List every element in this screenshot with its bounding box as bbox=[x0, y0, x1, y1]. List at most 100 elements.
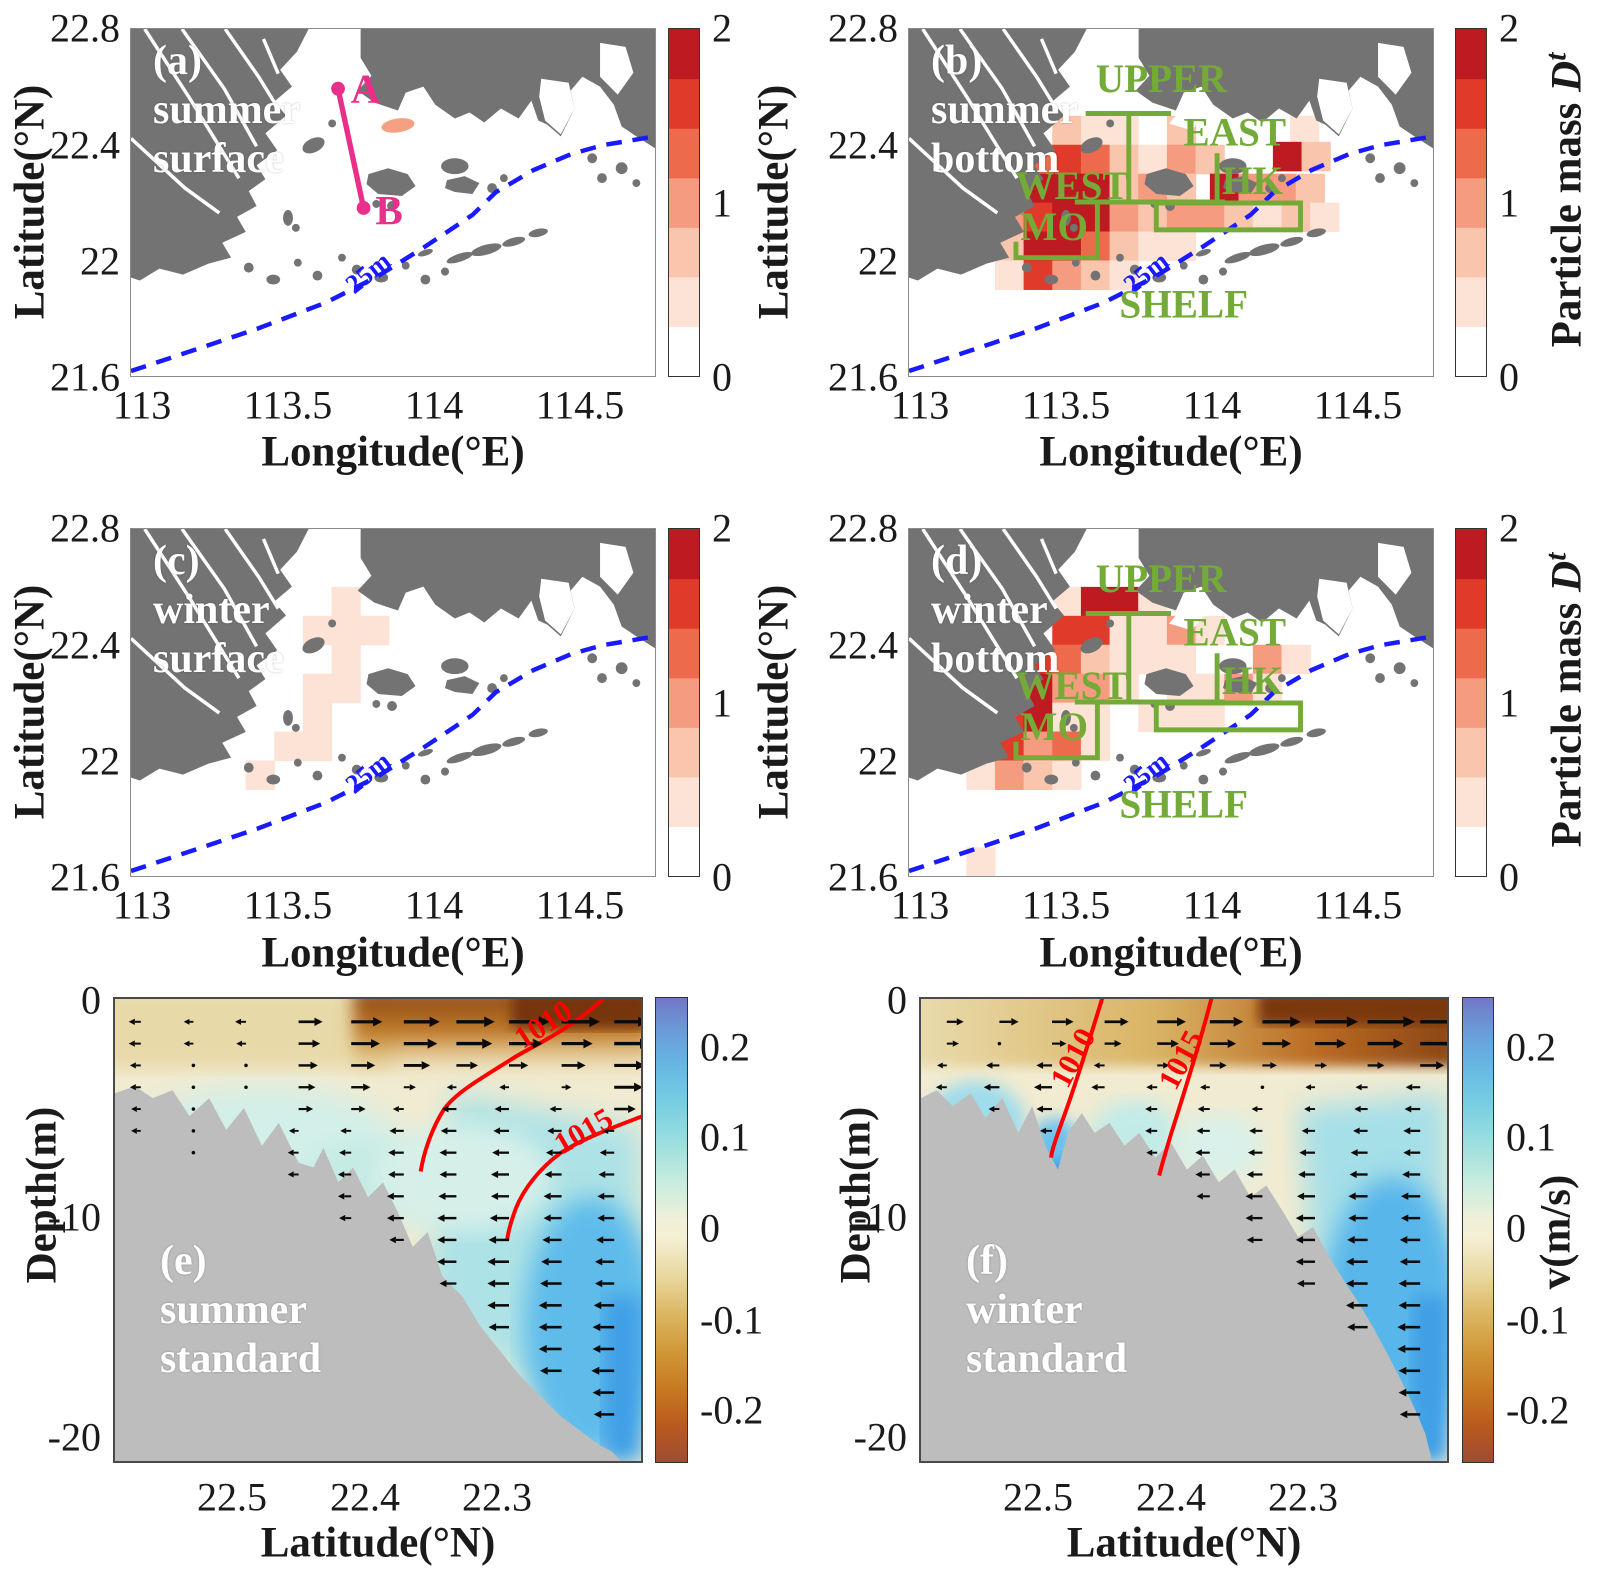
arrow-head bbox=[183, 1018, 190, 1025]
colorbar-tick-label: 1 bbox=[1499, 680, 1519, 725]
arrow-head bbox=[131, 1106, 137, 1113]
arrow-head bbox=[306, 1105, 314, 1113]
arrow-dot bbox=[244, 1063, 248, 1068]
transect-line bbox=[335, 88, 367, 209]
arrow-head bbox=[636, 1060, 641, 1071]
heat-cell bbox=[1195, 144, 1225, 175]
colorbar-segment bbox=[669, 177, 699, 228]
arrow-head bbox=[1350, 1149, 1358, 1157]
arrow-head bbox=[429, 1016, 440, 1027]
colorbar-tick-label: 2 bbox=[712, 5, 732, 51]
y-tick-label: 22.8 bbox=[50, 5, 120, 51]
arrow-head bbox=[1245, 1214, 1253, 1222]
arrow-head bbox=[1059, 1040, 1067, 1047]
y-tick-label: 21.6 bbox=[50, 854, 120, 900]
arrow-head bbox=[988, 1105, 995, 1113]
arrow-head bbox=[1299, 1149, 1307, 1157]
y-tick-label: -20 bbox=[47, 1414, 101, 1460]
arrow-head bbox=[1296, 1192, 1305, 1200]
arrow-head bbox=[128, 1040, 135, 1047]
arrow-head bbox=[1036, 1061, 1044, 1069]
arrow-head bbox=[439, 1170, 447, 1179]
arrow-head bbox=[439, 1149, 447, 1157]
arrow-head bbox=[1347, 1323, 1355, 1332]
panel-title-line2: standard bbox=[160, 1336, 322, 1382]
arrow-head bbox=[1146, 1084, 1153, 1091]
heat-cell bbox=[994, 260, 1025, 290]
arrow-head bbox=[1345, 1279, 1354, 1288]
panel-b-summer-bottom: 25m UPPER EAST WEST HK MO SHELF (b) summer bot… bbox=[908, 28, 1434, 377]
arrow-dot bbox=[997, 1041, 1002, 1046]
velocity-arrows bbox=[128, 1016, 641, 1419]
arrow-head bbox=[591, 1366, 600, 1375]
arrow-head bbox=[287, 1149, 294, 1156]
arrow-head bbox=[597, 1192, 605, 1200]
arrow-head bbox=[1347, 1236, 1355, 1244]
panel-e-title: (e) summer standard bbox=[160, 1237, 321, 1384]
arrow-head bbox=[1246, 1236, 1254, 1244]
arrow-head bbox=[594, 1279, 603, 1288]
heat-cell bbox=[1109, 202, 1139, 233]
panel-title-line1: winter bbox=[153, 587, 270, 633]
arrow-head bbox=[1400, 1214, 1409, 1222]
heat-cell bbox=[331, 644, 361, 675]
arrow-head bbox=[437, 1214, 445, 1222]
region-label-hk: HK bbox=[1222, 159, 1283, 203]
arrow-dot bbox=[191, 1129, 196, 1133]
panel-title-line1: summer bbox=[931, 87, 1078, 133]
y-tick-label: 22 bbox=[80, 238, 120, 284]
panel-title-line2: surface bbox=[153, 636, 284, 682]
arrow-head bbox=[1345, 1301, 1354, 1310]
arrow-head bbox=[288, 1127, 295, 1134]
region-label-shelf: SHELF bbox=[1119, 282, 1248, 326]
arrow-head bbox=[439, 1279, 447, 1288]
arrow-head bbox=[1397, 1323, 1406, 1332]
arrow-head bbox=[337, 1193, 345, 1200]
colorbar-v-e bbox=[655, 997, 688, 1463]
panel-f-title: (f) winter standard bbox=[966, 1237, 1127, 1384]
x-tick-label: 113.5 bbox=[243, 882, 333, 928]
colorbar-segment bbox=[1456, 276, 1486, 328]
arrow-head bbox=[547, 1127, 554, 1135]
arrow-head bbox=[1377, 1061, 1385, 1069]
arrow-head bbox=[1196, 1193, 1203, 1200]
colorbar-segment bbox=[1456, 227, 1486, 278]
x-tick-label: 22.3 bbox=[462, 1474, 532, 1520]
region-label-mo: MO bbox=[1020, 705, 1088, 749]
arrow-head bbox=[1404, 1105, 1412, 1113]
arrow-head bbox=[492, 1149, 500, 1157]
heat-cell bbox=[1138, 231, 1168, 262]
colorbar-tick-label: 1 bbox=[712, 680, 732, 725]
arrow-head bbox=[1353, 1127, 1360, 1135]
colorbar-segment bbox=[669, 276, 699, 328]
x-tick-label: 22.3 bbox=[1268, 1474, 1338, 1520]
arrow-head bbox=[598, 1171, 606, 1178]
arrow-head bbox=[1233, 1016, 1244, 1027]
arrow-head bbox=[339, 1149, 346, 1156]
arrow-head bbox=[493, 1127, 501, 1135]
colorbar-tick-label: 0 bbox=[1499, 354, 1519, 400]
panel-f-winter-section: 1010 1015 (f) winter standard bbox=[919, 997, 1449, 1463]
colorbar-tick-label: -0.2 bbox=[700, 1387, 764, 1433]
colorbar-tick-label: -0.2 bbox=[1506, 1387, 1570, 1433]
arrow-head bbox=[1398, 1366, 1407, 1375]
cyan-patch bbox=[373, 1122, 552, 1232]
arrow-head bbox=[937, 1062, 943, 1069]
arrow-head bbox=[539, 1279, 548, 1288]
arrow-head bbox=[1200, 1084, 1206, 1091]
x-tick-label: 114.5 bbox=[535, 882, 625, 928]
colorbar-mass-c bbox=[668, 528, 700, 877]
arrow-head bbox=[952, 1040, 959, 1047]
heat-cell bbox=[1281, 644, 1311, 675]
y-tick-label: 22.4 bbox=[828, 622, 898, 667]
panel-d-title: (d) winter bottom bbox=[931, 537, 1059, 684]
panel-tag: (c) bbox=[153, 538, 200, 584]
arrow-head bbox=[1120, 1017, 1129, 1026]
panel-title-line1: winter bbox=[931, 587, 1048, 633]
arrow-head bbox=[367, 1061, 376, 1070]
colorbar-segment bbox=[669, 826, 699, 876]
ylabel-b: Latitude(°N) bbox=[750, 84, 798, 320]
heat-cell bbox=[331, 673, 361, 704]
panel-title-line2: standard bbox=[966, 1336, 1128, 1382]
